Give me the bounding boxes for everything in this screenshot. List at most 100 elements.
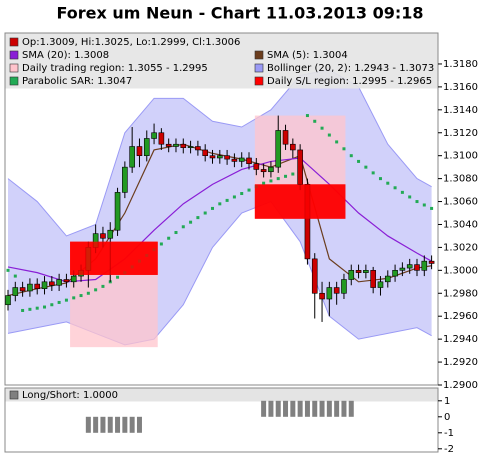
sar-dot bbox=[210, 206, 214, 210]
candle-body bbox=[187, 146, 194, 148]
candle-body bbox=[348, 270, 355, 280]
sar-dot bbox=[101, 284, 105, 288]
y-tick-label: 1.3120 bbox=[443, 128, 478, 139]
bar bbox=[319, 400, 325, 417]
candle-body bbox=[136, 146, 143, 156]
sar-dot bbox=[218, 202, 222, 206]
legend-swatch bbox=[9, 390, 19, 400]
sar-dot bbox=[400, 190, 404, 194]
bar bbox=[93, 416, 99, 433]
bar bbox=[136, 416, 142, 433]
candle-body bbox=[180, 143, 187, 148]
candle-body bbox=[63, 279, 70, 283]
sar-dot bbox=[342, 147, 346, 151]
candle-body bbox=[100, 233, 106, 239]
candle-body bbox=[56, 279, 62, 286]
legend-label: Parabolic SAR: 1.3047 bbox=[22, 76, 132, 87]
sar-dot bbox=[86, 291, 90, 295]
bar bbox=[283, 400, 289, 417]
candle-body bbox=[231, 158, 238, 162]
sar-dot bbox=[225, 198, 229, 202]
region bbox=[254, 184, 346, 219]
candle-body bbox=[70, 275, 77, 283]
candle-body bbox=[34, 283, 41, 289]
candle-body bbox=[49, 281, 55, 286]
sar-dot bbox=[378, 177, 382, 181]
sar-dot bbox=[393, 186, 397, 190]
legend-swatch bbox=[254, 76, 264, 86]
bar bbox=[261, 400, 267, 417]
bar bbox=[275, 400, 281, 417]
candle-body bbox=[238, 157, 245, 162]
sar-dot bbox=[57, 300, 61, 304]
bar bbox=[341, 400, 347, 417]
sar-dot bbox=[94, 288, 98, 292]
sar-dot bbox=[349, 154, 353, 158]
sar-dot bbox=[181, 225, 185, 229]
y-tick-label: -1 bbox=[444, 428, 454, 439]
candle-body bbox=[326, 287, 333, 300]
candle-body bbox=[297, 149, 303, 185]
sar-dot bbox=[240, 192, 244, 196]
legend-label: Op:1.3009, Hi:1.3025, Lo:1.2999, Cl:1.30… bbox=[22, 37, 240, 48]
sar-dot bbox=[21, 308, 25, 312]
sar-dot bbox=[276, 177, 280, 181]
legend-swatch bbox=[9, 76, 19, 86]
candle-body bbox=[107, 229, 114, 239]
bar bbox=[122, 416, 128, 433]
bar bbox=[297, 400, 303, 417]
candle-body bbox=[333, 287, 340, 294]
candle-body bbox=[260, 169, 267, 173]
candle-body bbox=[311, 258, 318, 294]
candle-body bbox=[202, 149, 208, 156]
candle-body bbox=[195, 146, 201, 151]
sar-dot bbox=[364, 165, 368, 169]
bar bbox=[326, 400, 332, 417]
sar-dot bbox=[189, 220, 193, 224]
candle-body bbox=[341, 279, 347, 294]
y-tick-label: 1.2900 bbox=[443, 380, 478, 391]
candle-body bbox=[19, 287, 26, 292]
sar-dot bbox=[116, 275, 120, 279]
sar-dot bbox=[291, 172, 295, 176]
sar-dot bbox=[422, 203, 426, 207]
bar bbox=[290, 400, 296, 417]
legend-label: Daily trading region: 1.3055 - 1.2995 bbox=[22, 63, 208, 74]
y-tick-label: 1.3060 bbox=[443, 197, 478, 208]
plot bbox=[5, 69, 435, 348]
bar bbox=[85, 416, 91, 433]
legend-swatch bbox=[9, 50, 19, 60]
legend-swatch bbox=[254, 63, 264, 73]
band-line bbox=[7, 69, 432, 237]
candle-body bbox=[363, 270, 369, 273]
legend-label: Long/Short: 1.0000 bbox=[22, 390, 118, 401]
bar bbox=[107, 416, 113, 433]
sar-dot bbox=[313, 119, 317, 123]
sar-dot bbox=[305, 114, 309, 118]
candle-body bbox=[370, 270, 376, 288]
y-tick-label: -2 bbox=[444, 444, 454, 455]
y-tick-label: 1.3160 bbox=[443, 82, 478, 93]
candle-body bbox=[406, 264, 413, 269]
candle-body bbox=[129, 146, 135, 168]
sar-dot bbox=[335, 140, 339, 144]
chart-title: Forex um Neun - Chart 11.03.2013 09:18 bbox=[56, 4, 423, 23]
candle-body bbox=[151, 132, 157, 139]
sar-dot bbox=[327, 133, 331, 137]
sar-dot bbox=[262, 181, 266, 185]
sar-dot bbox=[386, 181, 390, 185]
legend-label: Daily S/L region: 1.2995 - 1.2965 bbox=[267, 76, 432, 87]
sar-dot bbox=[28, 307, 32, 311]
legend-swatch bbox=[254, 50, 264, 60]
y-tick-label: 1.3100 bbox=[443, 151, 478, 162]
sar-dot bbox=[79, 294, 83, 298]
sar-dot bbox=[269, 179, 273, 183]
y-tick-label: 1.3080 bbox=[443, 174, 478, 185]
bar bbox=[334, 400, 340, 417]
y-tick-label: 1.3020 bbox=[443, 242, 478, 253]
candle-body bbox=[384, 275, 391, 283]
y-tick-label: 1.2980 bbox=[443, 288, 478, 299]
bar bbox=[268, 400, 274, 417]
sar-dot bbox=[415, 200, 419, 204]
